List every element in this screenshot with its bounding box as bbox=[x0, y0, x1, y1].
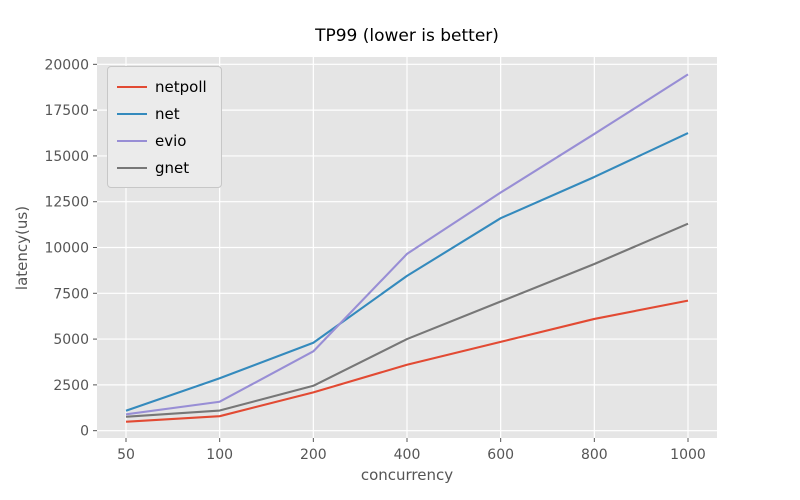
y-tick-label: 7500 bbox=[53, 286, 89, 302]
x-axis-label: concurrency bbox=[360, 466, 454, 484]
legend-item-evio: evio bbox=[117, 127, 207, 154]
y-tick-label: 17500 bbox=[44, 103, 89, 119]
y-tick-label: 15000 bbox=[44, 149, 89, 165]
y-tick-label: 10000 bbox=[44, 241, 89, 257]
series-line-net bbox=[125, 132, 689, 412]
y-tick-label: 0 bbox=[80, 424, 89, 440]
legend-swatch-gnet bbox=[117, 166, 147, 169]
legend: netpoll net evio gnet bbox=[107, 66, 222, 188]
x-tick-label: 1000 bbox=[670, 447, 706, 463]
x-tick-label: 600 bbox=[487, 447, 514, 463]
legend-label: netpoll bbox=[155, 77, 207, 96]
legend-label: gnet bbox=[155, 158, 190, 177]
y-tick-label: 5000 bbox=[53, 332, 89, 348]
chart-title: TP99 (lower is better) bbox=[315, 26, 499, 46]
series-line-gnet bbox=[125, 222, 689, 418]
legend-label: net bbox=[155, 104, 180, 123]
legend-swatch-netpoll bbox=[117, 85, 147, 88]
x-tick-label: 400 bbox=[394, 447, 421, 463]
legend-item-net: net bbox=[117, 100, 207, 127]
legend-swatch-net bbox=[117, 112, 147, 115]
x-tick-label: 800 bbox=[581, 447, 608, 463]
x-tick-label: 50 bbox=[117, 447, 135, 463]
series-line-evio bbox=[125, 73, 689, 416]
x-tick-label: 200 bbox=[300, 447, 327, 463]
legend-swatch-evio bbox=[117, 139, 147, 142]
x-tick-label: 100 bbox=[206, 447, 233, 463]
y-tick-label: 20000 bbox=[44, 57, 89, 73]
legend-item-gnet: gnet bbox=[117, 154, 207, 181]
series-line-netpoll bbox=[125, 299, 689, 423]
legend-item-netpoll: netpoll bbox=[117, 73, 207, 100]
legend-label: evio bbox=[155, 131, 187, 150]
y-tick-label: 12500 bbox=[44, 195, 89, 211]
y-axis-label: latency(us) bbox=[13, 205, 31, 291]
y-tick-label: 2500 bbox=[53, 378, 89, 394]
